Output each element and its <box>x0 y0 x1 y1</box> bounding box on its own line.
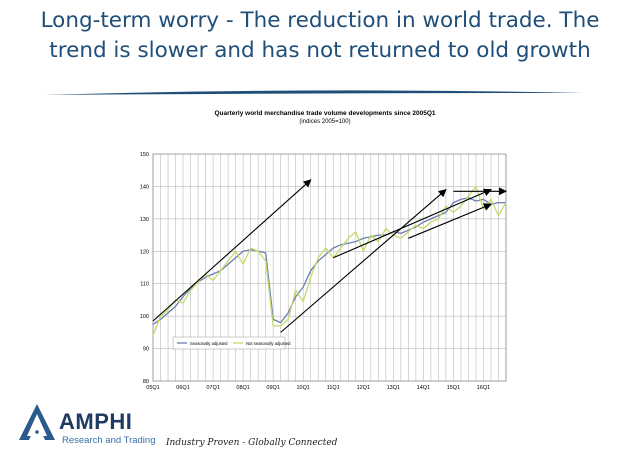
title-divider <box>44 90 584 95</box>
y-tick-label: 130 <box>140 217 149 223</box>
brand-name: AMPHI <box>59 409 133 434</box>
x-tick-label: 14Q1 <box>417 385 430 391</box>
y-tick-label: 120 <box>140 249 149 255</box>
y-tick-label: 80 <box>143 379 149 385</box>
x-tick-label: 09Q1 <box>266 385 279 391</box>
y-tick-label: 140 <box>140 184 149 190</box>
x-tick-label: 08Q1 <box>236 385 249 391</box>
x-tick-label: 06Q1 <box>176 385 189 391</box>
legend-label: Seasonally adjusted <box>190 341 228 346</box>
trend-arrow <box>408 203 492 239</box>
x-tick-label: 15Q1 <box>447 385 460 391</box>
legend-label: Not seasonally adjusted <box>246 341 291 346</box>
brand-tagline: Industry Proven - Globally Connected <box>166 438 338 448</box>
trend-arrow <box>280 189 447 333</box>
series-line-not-seasonally-adjusted <box>152 185 507 336</box>
trend-arrow <box>333 188 492 259</box>
plot-border <box>152 153 507 382</box>
x-tick-label: 07Q1 <box>206 385 219 391</box>
chart-plot: 80 90 100 110 120 130 140 150 05Q1 06Q1 07Q1 08Q1 09… <box>140 152 507 391</box>
x-tick-label: 11Q1 <box>327 385 340 391</box>
series-line-seasonally-adjusted <box>152 197 506 325</box>
x-tick-label: 16Q1 <box>477 385 490 391</box>
x-tick-label: 13Q1 <box>387 385 400 391</box>
x-tick-label: 05Q1 <box>146 385 159 391</box>
y-tick-label: 90 <box>143 347 149 353</box>
chart-subtitle: (indices 2005=100) <box>299 119 351 125</box>
x-tick-label: 12Q1 <box>357 385 370 391</box>
brand-subtitle: Research and Trading <box>62 435 156 446</box>
y-tick-label: 110 <box>140 282 149 288</box>
chart-panel: Quarterly world merchandise trade volume… <box>128 103 522 408</box>
amphi-logo-icon <box>19 404 55 440</box>
slide-title-line1: Long-term worry - The reduction in world… <box>40 8 600 33</box>
slide-title-line2: trend is slower and has not returned to … <box>49 38 591 63</box>
slide-title: Long-term worry - The reduction in world… <box>0 6 640 66</box>
y-tick-label: 100 <box>140 314 149 320</box>
trend-arrow <box>152 179 312 322</box>
chart-title: Quarterly world merchandise trade volume… <box>214 110 436 117</box>
y-tick-label: 150 <box>140 152 149 158</box>
legend-box <box>172 336 286 350</box>
x-tick-label: 10Q1 <box>296 385 309 391</box>
